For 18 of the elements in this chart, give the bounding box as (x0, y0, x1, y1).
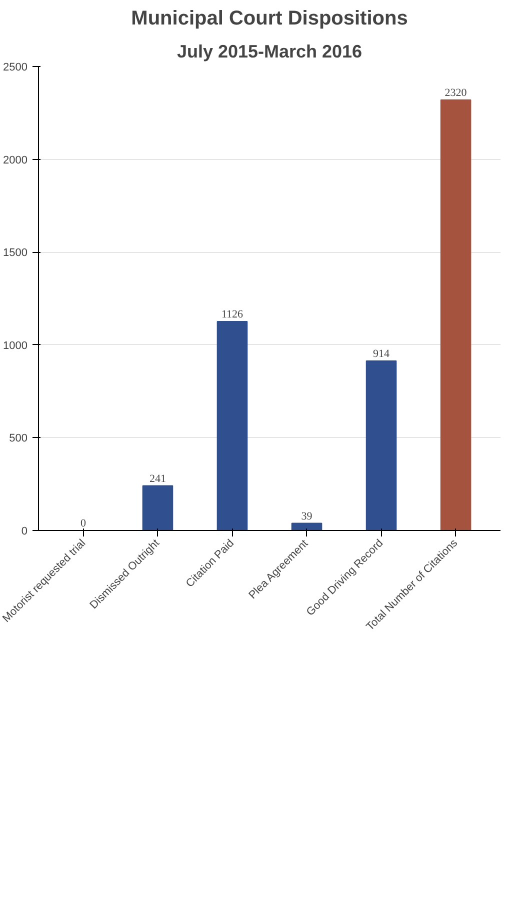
y-tick-label: 0 (21, 526, 28, 538)
y-tick-label: 500 (9, 432, 28, 445)
bar (216, 321, 248, 530)
data-label: 241 (149, 472, 166, 485)
y-tick-label: 1000 (3, 340, 28, 352)
bar (440, 99, 472, 530)
bar (142, 485, 174, 530)
data-label: 39 (301, 510, 313, 522)
data-label: 0 (80, 518, 86, 530)
data-label: 914 (373, 348, 390, 360)
y-tick-label: 2000 (3, 154, 28, 166)
data-label: 2320 (444, 86, 468, 99)
y-tick-label: 1500 (3, 247, 28, 260)
y-tick-label: 2500 (3, 62, 28, 74)
chart-subtitle: July 2015-March 2016 (176, 42, 362, 62)
data-label: 1126 (221, 308, 244, 321)
chart-title: Municipal Court Dispositions (131, 8, 408, 30)
bar (366, 360, 397, 530)
